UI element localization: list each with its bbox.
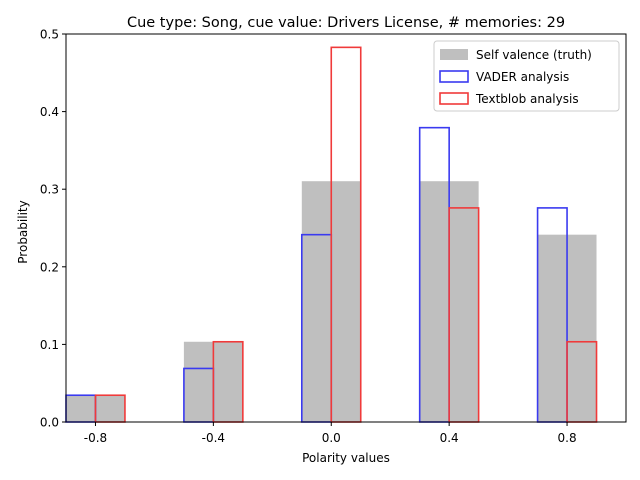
legend-label: Textblob analysis — [475, 92, 579, 106]
x-tick-label: 0.8 — [558, 431, 577, 445]
legend-box — [433, 40, 620, 112]
y-tick-label: 0.2 — [40, 260, 59, 274]
legend-swatch — [439, 70, 469, 83]
chart-title: Cue type: Song, cue value: Drivers Licen… — [127, 15, 565, 31]
x-tick-label: -0.8 — [84, 431, 107, 445]
legend-label: VADER analysis — [476, 70, 569, 84]
axes-layer: 0.0 0.1 0.2 0.3 0.4 0.5 -0.8 -0.4 0.0 0.4 0.8 — [40, 28, 627, 445]
y-tick-label: 0.1 — [40, 338, 59, 352]
legend-swatch — [440, 49, 468, 60]
legend: Self valence (truth) VADER analysis Textbl… — [433, 40, 620, 112]
plot-frame — [65, 33, 627, 423]
y-tick-label: 0.5 — [40, 28, 59, 42]
y-tick-label: 0.0 — [40, 416, 59, 430]
y-tick-label: 0.3 — [40, 183, 59, 197]
x-tick-label: 0.4 — [440, 431, 459, 445]
legend-swatch — [439, 92, 469, 105]
y-tick-label: 0.4 — [40, 105, 59, 119]
x-axis-title: Polarity values — [302, 451, 390, 465]
legend-label: Self valence (truth) — [476, 48, 592, 62]
x-tick-label: 0.0 — [322, 431, 341, 445]
y-axis-title: Probability — [16, 200, 30, 263]
x-tick-label: -0.4 — [202, 431, 225, 445]
